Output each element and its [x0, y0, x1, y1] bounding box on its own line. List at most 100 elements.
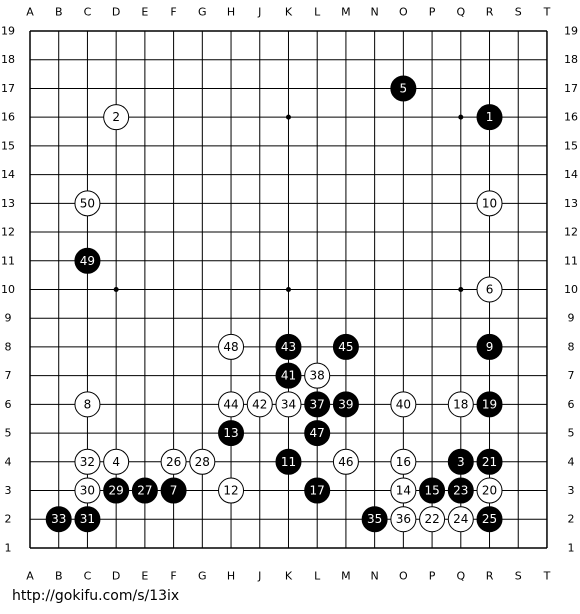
- column-label: J: [257, 6, 261, 19]
- stone: [189, 448, 216, 475]
- move-number: 9: [486, 340, 494, 354]
- column-label: S: [515, 570, 522, 583]
- stone: [447, 506, 474, 533]
- move-number: 49: [80, 254, 95, 268]
- stone: [275, 391, 302, 418]
- move-number: 2: [112, 110, 120, 124]
- row-label: 2: [568, 513, 575, 526]
- stone: [332, 333, 359, 360]
- column-label: R: [486, 6, 494, 19]
- footer-url: http://gokifu.com/s/13ix: [12, 588, 179, 604]
- stone: [447, 477, 474, 504]
- row-label: 7: [5, 369, 12, 382]
- stone: [74, 391, 101, 418]
- row-label: 12: [1, 226, 15, 239]
- column-label: F: [170, 570, 176, 583]
- move-number: 46: [338, 455, 353, 469]
- stone: [390, 506, 417, 533]
- column-label: M: [341, 6, 351, 19]
- column-label: H: [227, 570, 235, 583]
- star-point: [458, 114, 464, 120]
- star-point: [113, 286, 119, 292]
- column-label: P: [429, 6, 436, 19]
- stone: [390, 391, 417, 418]
- column-label: L: [314, 6, 321, 19]
- column-label: G: [198, 570, 207, 583]
- row-label: 11: [1, 254, 15, 267]
- row-label: 5: [5, 427, 12, 440]
- move-number: 36: [396, 512, 411, 526]
- stone: [304, 420, 331, 447]
- stone: [304, 391, 331, 418]
- stone: [160, 477, 187, 504]
- row-label: 8: [568, 340, 575, 353]
- move-number: 35: [367, 512, 382, 526]
- row-label: 1: [568, 541, 575, 554]
- star-point: [285, 114, 291, 120]
- stone: [447, 448, 474, 475]
- stone: [419, 506, 446, 533]
- stone: [74, 448, 101, 475]
- stone: [476, 506, 503, 533]
- column-label: O: [399, 570, 408, 583]
- column-label: N: [371, 570, 379, 583]
- stone: [160, 448, 187, 475]
- row-label: 1: [5, 541, 12, 554]
- move-number: 21: [482, 455, 497, 469]
- column-label: Q: [456, 6, 465, 19]
- move-number: 1: [486, 110, 494, 124]
- move-number: 29: [109, 484, 124, 498]
- row-label: 17: [1, 82, 15, 95]
- column-label: C: [84, 570, 92, 583]
- column-label: D: [112, 570, 120, 583]
- stone: [304, 362, 331, 389]
- move-number: 34: [281, 397, 296, 411]
- row-label: 5: [568, 427, 575, 440]
- move-number: 27: [137, 484, 152, 498]
- move-number: 42: [252, 397, 267, 411]
- stone: [103, 104, 130, 131]
- star-point: [285, 286, 291, 292]
- move-number: 44: [223, 397, 238, 411]
- move-number: 10: [482, 196, 497, 210]
- row-label: 19: [564, 25, 578, 38]
- row-label: 11: [564, 254, 578, 267]
- column-label: K: [285, 6, 293, 19]
- move-number: 37: [310, 397, 325, 411]
- stone: [476, 391, 503, 418]
- move-number: 18: [453, 397, 468, 411]
- move-number: 43: [281, 340, 296, 354]
- column-label: N: [371, 6, 379, 19]
- star-point: [458, 286, 464, 292]
- row-label: 17: [564, 82, 578, 95]
- move-number: 15: [424, 484, 439, 498]
- move-number: 48: [223, 340, 238, 354]
- column-label: A: [26, 6, 34, 19]
- column-label: T: [543, 6, 551, 19]
- move-number: 38: [310, 369, 325, 383]
- stone: [275, 333, 302, 360]
- row-label: 10: [1, 283, 15, 296]
- move-number: 8: [84, 397, 92, 411]
- row-label: 14: [1, 168, 15, 181]
- move-number: 32: [80, 455, 95, 469]
- stone: [476, 448, 503, 475]
- move-number: 33: [51, 512, 66, 526]
- move-number: 41: [281, 369, 296, 383]
- move-number: 31: [80, 512, 95, 526]
- stone: [74, 190, 101, 217]
- column-label: E: [141, 6, 148, 19]
- column-label: B: [55, 6, 63, 19]
- row-label: 6: [568, 398, 575, 411]
- column-label: T: [543, 570, 551, 583]
- move-number: 6: [486, 282, 494, 296]
- move-number: 50: [80, 196, 95, 210]
- stone: [476, 276, 503, 303]
- column-label: C: [84, 6, 92, 19]
- column-label: G: [198, 6, 207, 19]
- row-label: 9: [5, 312, 12, 325]
- stone: [332, 391, 359, 418]
- column-label: E: [141, 570, 148, 583]
- move-number: 16: [396, 455, 411, 469]
